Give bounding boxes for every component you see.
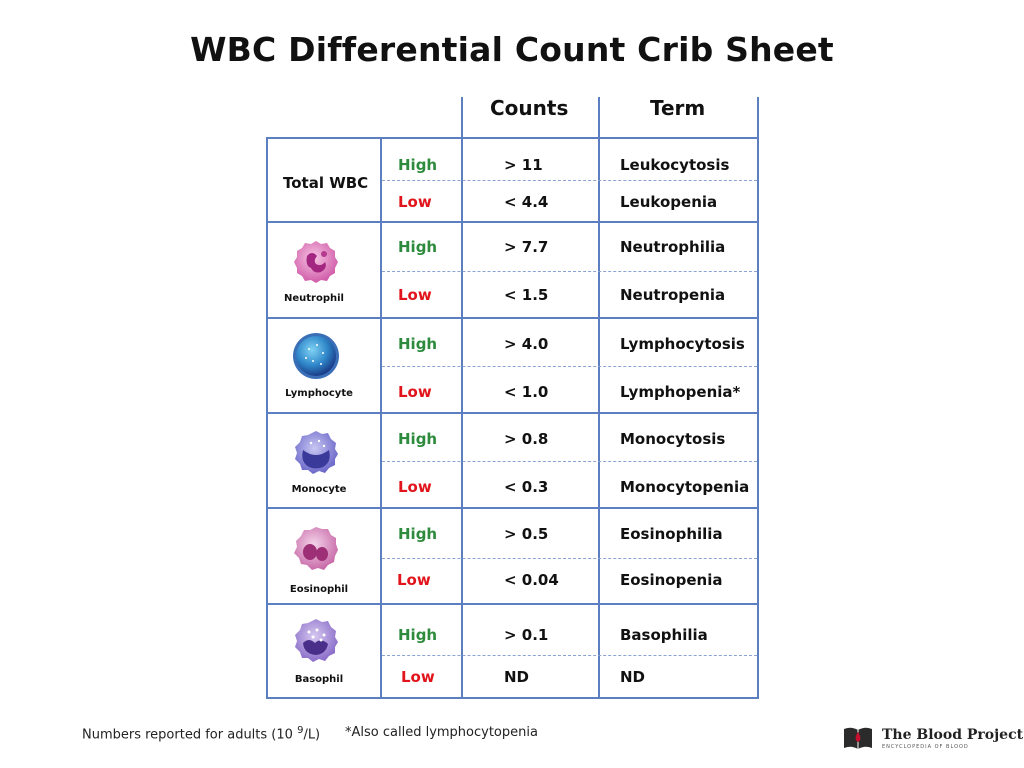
eosinophil-icon [294, 527, 338, 570]
total-wbc-low-count: < 4.4 [504, 193, 549, 211]
monocyte-icon [295, 431, 338, 474]
basophil-low-count: ND [504, 668, 530, 686]
logo-name: The Blood Project [882, 726, 1024, 743]
eosinophil-high-count: > 0.5 [504, 525, 549, 543]
neutrophil-low-level: Low [398, 286, 432, 304]
lymphocyte-low-term: Lymphopenia* [620, 383, 741, 401]
grid-dashed-line [382, 461, 757, 462]
eosinophil-label: Eosinophil [289, 584, 349, 595]
term-header: Term [650, 96, 706, 120]
basophil-low-level: Low [401, 668, 435, 686]
neutrophil-label: Neutrophil [284, 293, 344, 304]
basophil-label: Basophil [294, 674, 344, 685]
neutrophil-high-count: > 7.7 [504, 238, 549, 256]
counts-header: Counts [490, 96, 569, 120]
grid-line [266, 221, 759, 223]
total-wbc-high-term: Leukocytosis [620, 156, 730, 174]
basophil-low-term: ND [620, 668, 646, 686]
grid-line [266, 507, 759, 509]
monocyte-high-count: > 0.8 [504, 430, 549, 448]
total-wbc-label: Total WBC [283, 174, 369, 192]
page-title: WBC Differential Count Crib Sheet [190, 30, 834, 69]
lymphocyte-low-count: < 1.0 [504, 383, 549, 401]
grid-line [266, 697, 759, 699]
eosinophil-high-level: High [398, 525, 438, 543]
grid-line [757, 97, 759, 698]
units-prefix: Numbers reported for adults (10 [82, 727, 293, 743]
grid-line [380, 138, 382, 698]
logo-subtitle: ENCYCLOPEDIA OF BLOOD [882, 743, 969, 750]
neutrophil-high-level: High [398, 238, 438, 256]
basophil-icon [295, 619, 338, 662]
book-drop-icon [844, 727, 872, 749]
grid-dashed-line [382, 366, 757, 367]
monocyte-high-term: Monocytosis [620, 430, 726, 448]
eosinophil-low-term: Eosinopenia [620, 571, 723, 589]
monocyte-low-count: < 0.3 [504, 478, 549, 496]
basophil-high-level: High [398, 626, 438, 644]
asterisk-footnote: *Also called lymphocytopenia [345, 725, 538, 740]
monocyte-low-term: Monocytopenia [620, 478, 750, 496]
neutrophil-low-count: < 1.5 [504, 286, 549, 304]
lymphocyte-high-level: High [398, 335, 438, 353]
grid-dashed-line [382, 655, 757, 656]
grid-dashed-line [382, 180, 757, 181]
lymphocyte-low-level: Low [398, 383, 432, 401]
lymphocyte-icon [293, 333, 339, 379]
grid-line [266, 603, 759, 605]
eosinophil-low-level: Low [397, 571, 431, 589]
grid-line [266, 317, 759, 319]
blood-project-logo: The Blood Project ENCYCLOPEDIA OF BLOOD [842, 725, 1023, 751]
grid-line [266, 137, 759, 139]
monocyte-label: Monocyte [291, 484, 347, 495]
grid-line [461, 97, 463, 698]
monocyte-low-level: Low [398, 478, 432, 496]
neutrophil-low-term: Neutropenia [620, 286, 726, 304]
basophil-high-term: Basophilia [620, 626, 708, 644]
lymphocyte-high-count: > 4.0 [504, 335, 549, 353]
neutrophil-icon [294, 241, 338, 283]
units-exponent: 9 [297, 725, 304, 736]
units-suffix: /L) [303, 727, 321, 743]
units-footnote: Numbers reported for adults (10 9/L) [82, 725, 320, 742]
eosinophil-low-count: < 0.04 [504, 571, 559, 589]
grid-dashed-line [382, 558, 757, 559]
grid-line [266, 138, 268, 698]
total-wbc-high-count: > 11 [504, 156, 543, 174]
total-wbc-low-term: Leukopenia [620, 193, 718, 211]
monocyte-high-level: High [398, 430, 438, 448]
basophil-high-count: > 0.1 [504, 626, 549, 644]
grid-line [598, 97, 600, 698]
grid-dashed-line [382, 271, 757, 272]
total-wbc-low-level: Low [398, 193, 432, 211]
eosinophil-high-term: Eosinophilia [620, 525, 723, 543]
total-wbc-high-level: High [398, 156, 438, 174]
lymphocyte-label: Lymphocyte [285, 388, 353, 399]
grid-line [266, 412, 759, 414]
lymphocyte-high-term: Lymphocytosis [620, 335, 745, 353]
neutrophil-high-term: Neutrophilia [620, 238, 726, 256]
